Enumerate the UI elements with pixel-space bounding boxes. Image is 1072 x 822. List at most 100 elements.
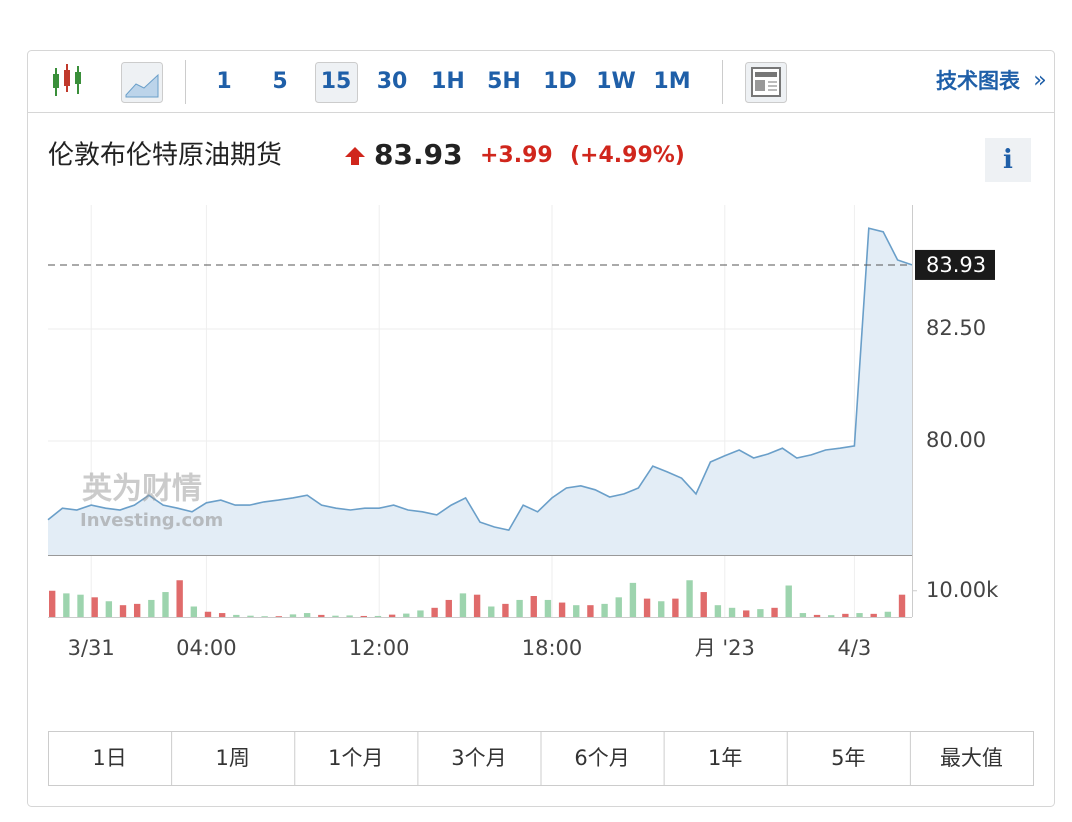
range-button[interactable]: 5年	[831, 746, 865, 770]
volume-bar	[870, 613, 877, 617]
volume-bar	[148, 599, 155, 617]
x-tick-label: 04:00	[176, 636, 237, 660]
volume-bar	[573, 605, 580, 617]
interval-button[interactable]: 1D	[543, 69, 577, 94]
interval-button[interactable]: 5H	[487, 69, 521, 94]
instrument-name: 伦敦布伦特原油期货	[48, 141, 282, 171]
volume-bar	[743, 610, 750, 617]
volume-bar	[813, 614, 821, 617]
price-line	[47, 227, 913, 532]
volume-bar	[898, 594, 906, 617]
price: 83.93	[374, 138, 463, 171]
range-button[interactable]: 1日	[92, 746, 126, 770]
y-tick-label: 80.00	[926, 428, 986, 452]
volume-bar	[63, 593, 70, 617]
volume-bar	[587, 605, 594, 617]
volume-bar	[332, 615, 339, 617]
selected-interval-box	[315, 62, 358, 103]
news-icon[interactable]	[745, 62, 787, 103]
link-arrow[interactable]: »	[1033, 68, 1046, 93]
volume-bar	[728, 607, 736, 617]
watermark: 英为财情	[82, 472, 202, 507]
volume-bar	[431, 607, 438, 617]
interval-button[interactable]: 5	[272, 69, 287, 94]
volume-bar	[190, 606, 198, 617]
volume-bar	[771, 607, 778, 617]
volume-bar	[601, 603, 608, 617]
x-tick-label: 3/31	[68, 636, 115, 660]
interval-button[interactable]: 1M	[653, 69, 690, 94]
volume-bar	[77, 594, 84, 617]
volume-bar	[884, 611, 892, 617]
info-button[interactable]: i	[985, 138, 1031, 182]
volume-bar	[516, 599, 523, 617]
volume-bar	[318, 614, 325, 617]
volume-bar	[388, 614, 396, 617]
volume-bar	[488, 606, 495, 617]
volume-bar	[417, 610, 424, 617]
volume-bar	[360, 615, 367, 617]
volume-bar	[842, 613, 849, 617]
area-icon[interactable]	[121, 62, 163, 103]
volume-bar	[119, 605, 127, 617]
volume-bar	[828, 615, 835, 617]
last-price-box	[915, 249, 995, 280]
volume-bar	[672, 598, 679, 617]
volume-bar	[49, 590, 56, 617]
volume-bar	[686, 580, 693, 617]
volume-bar	[459, 593, 467, 617]
x-tick-label: 18:00	[522, 636, 583, 660]
volume-bar	[289, 614, 297, 617]
range-button[interactable]: 1年	[708, 746, 742, 770]
candle-icon[interactable]	[53, 64, 81, 96]
interval-button[interactable]: 1W	[596, 69, 636, 94]
up-arrow	[345, 147, 365, 165]
range-button[interactable]: 6个月	[574, 746, 629, 770]
volume-bar	[502, 603, 509, 617]
volume-bar	[473, 594, 481, 617]
watermark: Investing.com	[80, 510, 223, 531]
volume-bar	[700, 592, 707, 617]
volume-bar	[204, 611, 212, 617]
volume-bar	[856, 613, 863, 617]
volume-bar	[615, 597, 622, 617]
volume-bar	[374, 615, 382, 617]
chart-link[interactable]: 技术图表	[936, 69, 1021, 93]
range-button[interactable]: 最大值	[940, 746, 1003, 770]
volume-bar	[162, 592, 169, 617]
range-button[interactable]: 3个月	[451, 746, 506, 770]
interval-button[interactable]: 30	[377, 69, 408, 94]
x-tick-label: 月 '23	[695, 636, 755, 660]
y-tick-label: 10.00k	[926, 578, 999, 602]
range-button[interactable]: 1个月	[328, 746, 383, 770]
range-button[interactable]: 1周	[216, 746, 250, 770]
volume-bar	[303, 613, 311, 617]
x-tick-label: 4/3	[838, 636, 872, 660]
interval-button[interactable]: 1	[216, 69, 231, 94]
volume-bar	[658, 601, 665, 617]
volume-bar	[91, 597, 98, 617]
volume-bar	[785, 585, 792, 617]
svg-text:i: i	[1003, 145, 1013, 175]
price-area	[48, 228, 912, 555]
volume-bar	[403, 613, 410, 617]
interval-button[interactable]: 15	[321, 69, 352, 94]
volume-bar	[757, 609, 764, 617]
y-tick-label: 82.50	[926, 316, 986, 340]
volume-bar	[643, 598, 651, 617]
volume-bar	[233, 614, 240, 617]
volume-bar	[218, 613, 226, 617]
volume-bar	[714, 605, 722, 617]
change-percent: (+4.99%)	[570, 143, 685, 168]
interval-button[interactable]: 1H	[431, 69, 465, 94]
volume-bar	[544, 599, 552, 617]
volume-bar	[247, 615, 254, 617]
volume-bar	[105, 601, 113, 617]
volume-bar	[629, 582, 637, 617]
volume-bar	[445, 599, 452, 617]
change: +3.99	[480, 143, 553, 168]
x-tick-label: 12:00	[349, 636, 410, 660]
volume-bar	[275, 616, 282, 617]
volume-bar	[133, 603, 141, 617]
